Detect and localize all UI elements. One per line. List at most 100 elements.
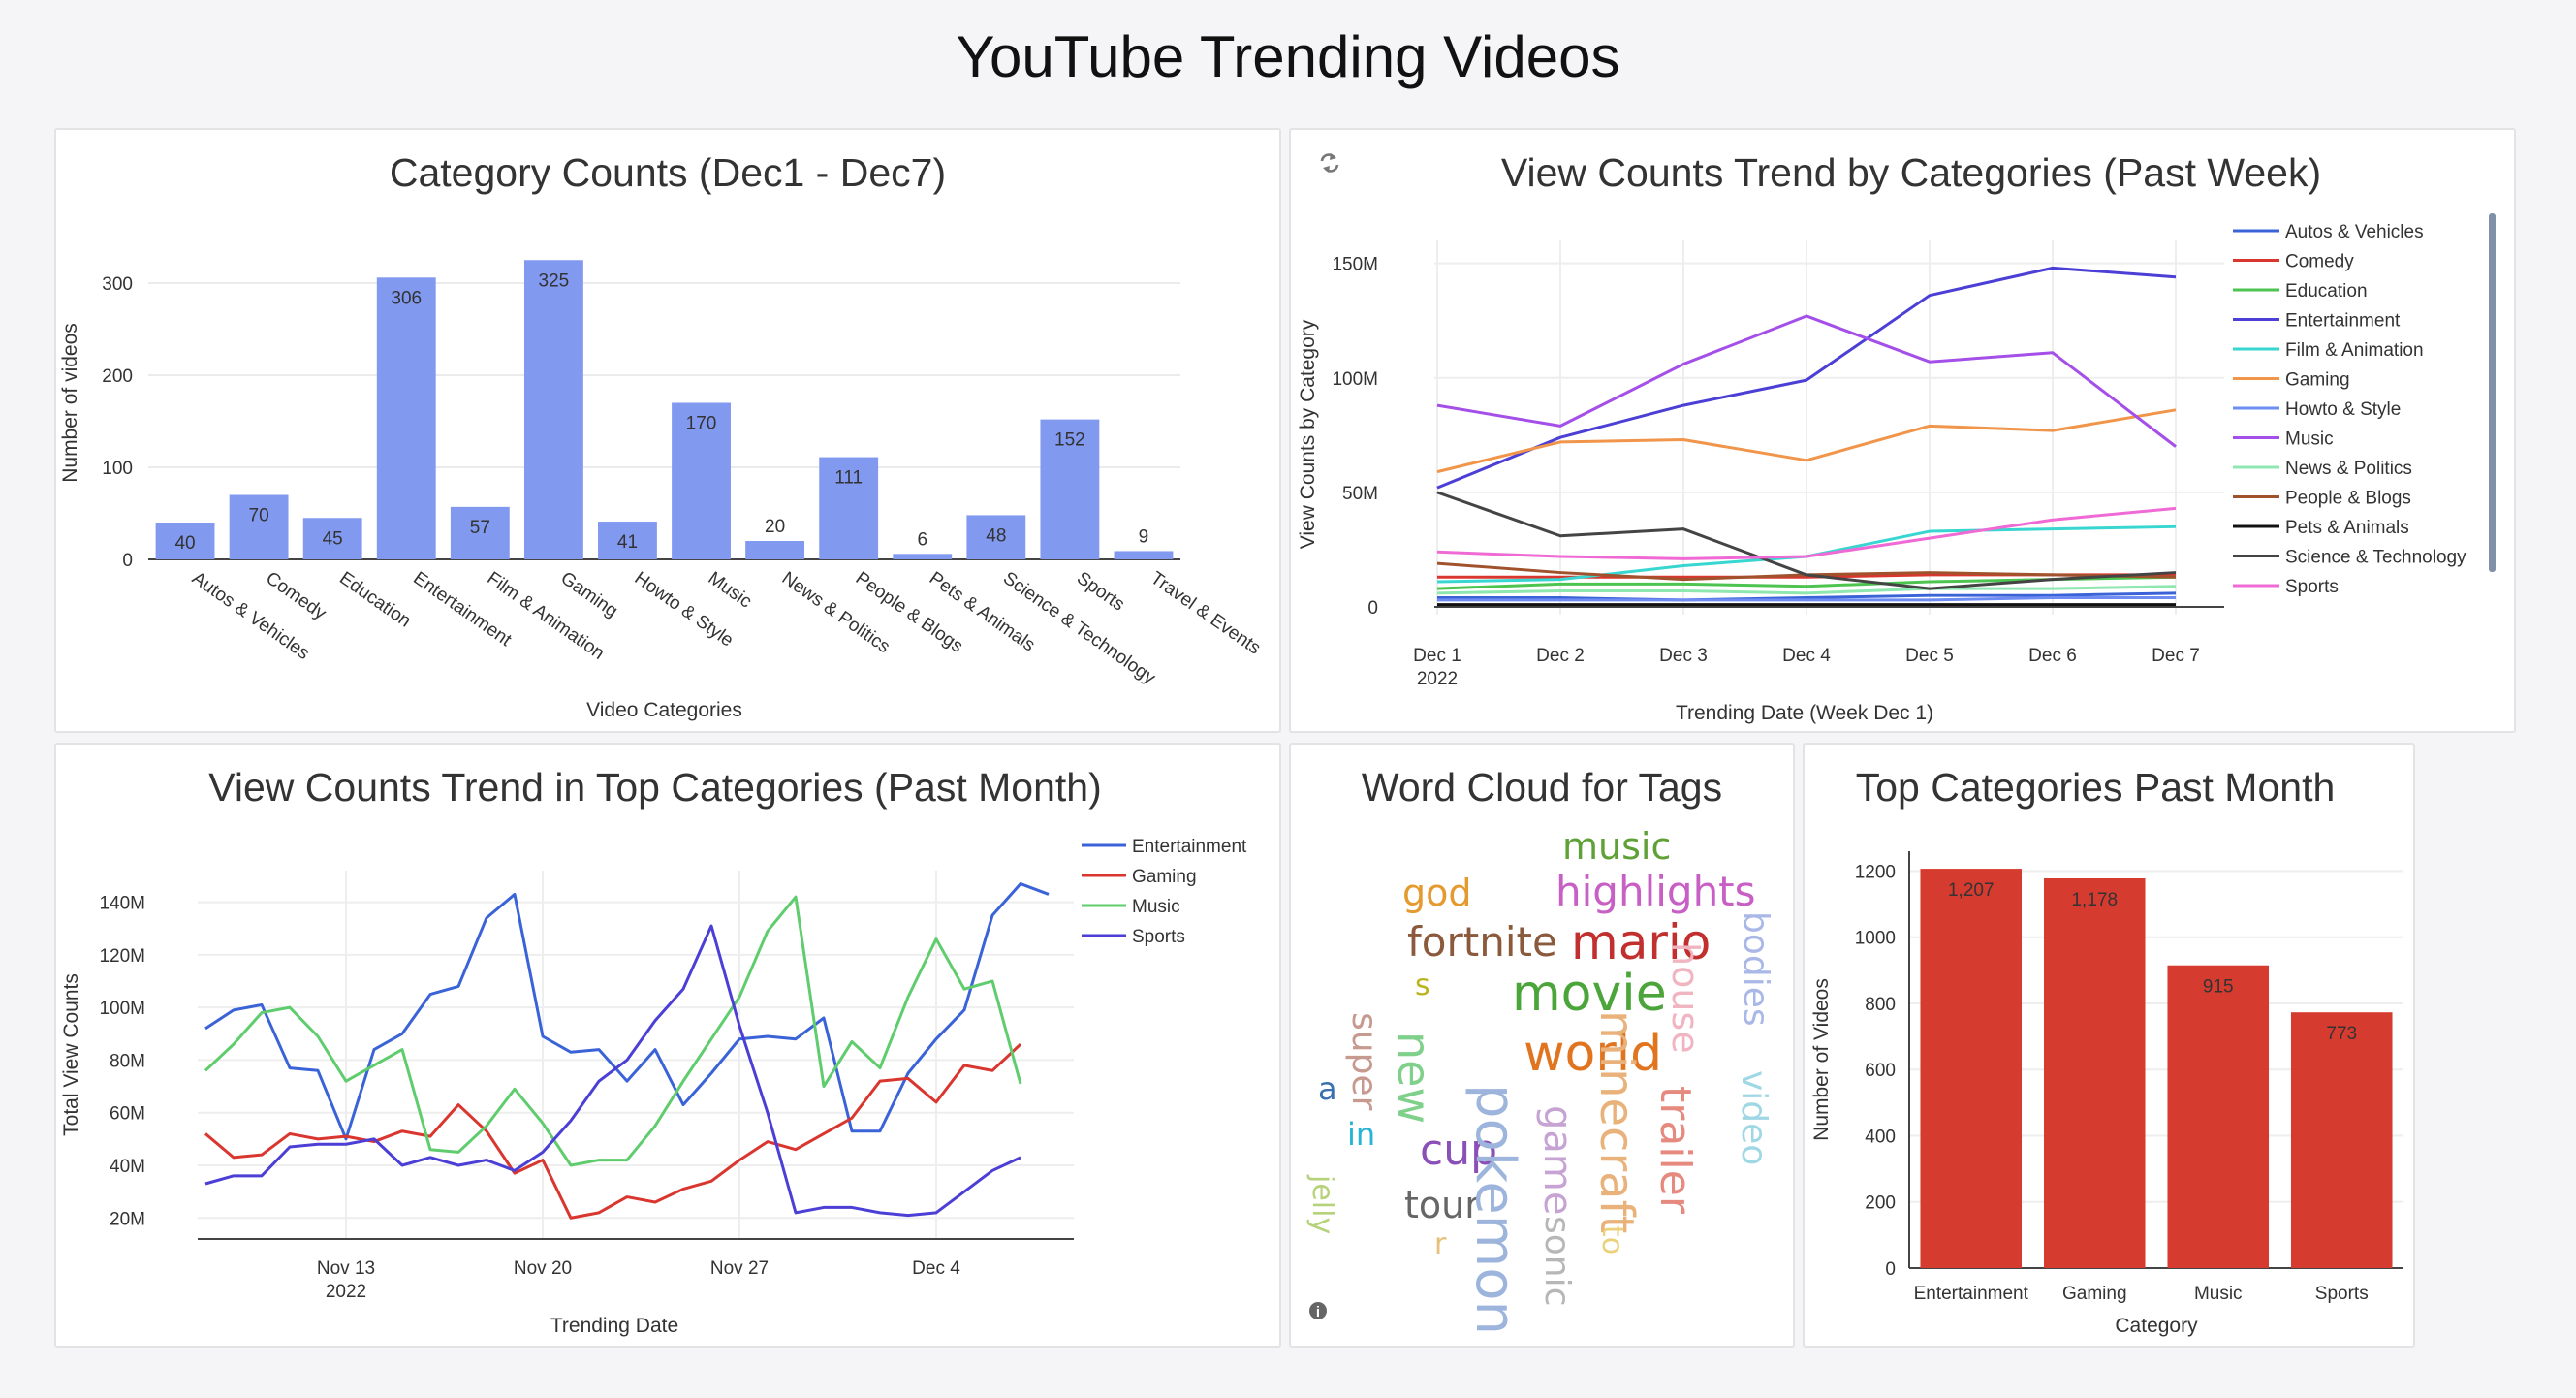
series-line [204,924,1021,1218]
legend-label: Comedy [2285,252,2354,272]
x-tick-label: Gaming [557,568,622,621]
legend-label: Gaming [1132,867,1197,887]
x-tick-label: Dec 2 [1536,646,1585,666]
chart-title: View Counts Trend in Top Categories (Pas… [208,765,1101,810]
x-tick-label: Sports [1073,568,1128,616]
chart-title: View Counts Trend by Categories (Past We… [1501,150,2321,195]
x-tick-label: Dec 3 [1659,646,1708,666]
word-cloud-word: movie [1512,965,1667,1023]
bar-value-label: 111 [834,468,863,489]
x-tick-label: Dec 7 [2152,646,2200,666]
y-tick-label: 300 [102,274,133,295]
word-cloud-panel: Word Cloud for Tags music god highlights for… [1289,743,1795,1348]
x-axis-title: Trending Date (Week Dec 1) [1676,702,1933,724]
word-cloud-word: fortnite [1407,918,1557,966]
legend-label: Autos & Vehicles [2285,222,2424,242]
bar [2043,877,2146,1268]
y-axis-title: Number of videos [59,323,81,483]
series-line [1436,408,2177,474]
info-icon-circle [1309,1302,1327,1319]
info-icon: i [1309,1302,1327,1320]
monthly-views-trend-panel: View Counts Trend in Top Categories (Pas… [54,743,1281,1348]
bar [893,554,953,559]
y-tick-label: 120M [99,946,145,967]
bar [598,522,657,559]
y-tick-label: 0 [122,551,133,571]
bar [672,402,731,559]
legend-scrollbar [2489,213,2496,572]
x-tick-label: Music [2194,1284,2243,1304]
word-cloud-word: god [1402,872,1472,914]
refresh-icon-arrow [1323,166,1330,173]
legend-label: Howto & Style [2285,399,2401,420]
bar [2167,965,2270,1268]
x-tick-label: Education [335,568,414,632]
chart-title: Word Cloud for Tags [1362,765,1722,810]
word-cloud-word: video [1734,1070,1774,1165]
word-cloud-word: new [1388,1032,1440,1124]
y-axis-title: Total View Counts [60,973,82,1136]
x-tick-label: Dec 1 [1413,646,1461,666]
bar-value-label: 1,178 [2071,890,2118,910]
word-cloud-word: mario [1571,914,1711,970]
x-tick-label: Dec 6 [2028,646,2077,666]
x-tick-label: Nov 20 [514,1258,572,1279]
refresh-icon-arrow [1330,153,1336,160]
bar-value-label: 40 [174,533,195,554]
bar [155,523,215,559]
x-tick-label: Sports [2315,1284,2369,1304]
y-tick-label: 1200 [1855,862,1896,882]
bar-value-label: 325 [539,270,570,291]
p2-svg: View Counts Trend by Categories (Past We… [1297,150,2496,724]
legend-label: Science & Technology [2285,548,2466,568]
legend-label: Sports [1132,927,1185,947]
x-tick-label: Dec 4 [1782,646,1831,666]
x-axis-title: Video Categories [586,699,742,721]
word-cloud-word: minecraft [1589,1010,1644,1233]
word-cloud-word: super [1344,1012,1384,1111]
y-tick-label: 0 [1885,1259,1896,1280]
x-tick-label: Nov 13 [317,1258,375,1279]
word-cloud-word: house [1664,942,1707,1054]
legend-label: Music [2285,429,2334,450]
word-cloud-word: trailer [1650,1086,1700,1215]
series-line [1436,585,2177,595]
word-cloud-word: highlights [1555,868,1756,915]
y-tick-label: 1000 [1855,929,1896,949]
category-counts-panel: Category Counts (Dec1 - Dec7) 0 100 200 300 4… [54,128,1281,733]
word-cloud-word: music [1562,825,1671,868]
bar [523,260,583,559]
y-tick-label: 400 [1865,1127,1896,1147]
series-line [1436,266,2177,490]
y-axis-title: View Counts by Category [1297,319,1319,549]
legend-label: Music [1132,897,1180,917]
word-cloud-word: sonic [1537,1216,1577,1306]
word-cloud-word: world [1524,1025,1662,1083]
word-cloud-word: in [1347,1116,1375,1153]
y-tick-label: 140M [99,894,145,914]
bar-value-label: 1,207 [1948,880,1995,901]
y-tick-label: 20M [110,1209,145,1229]
legend-label: People & Blogs [2285,489,2411,509]
y-tick-label: 600 [1865,1061,1896,1081]
chart-title: Top Categories Past Month [1856,765,2336,810]
bar-value-label: 70 [249,506,269,526]
word-cloud-word: r [1434,1227,1447,1261]
y-tick-label: 40M [110,1157,145,1177]
series-line [1437,596,2176,602]
y-tick-label: 100 [102,459,133,479]
p5-svg: Top Categories Past Month 0 200 400 600 800 10… [1810,765,2403,1337]
legend-label: Film & Animation [2285,340,2424,361]
y-tick-label: 100M [1332,369,1378,390]
y-tick-label: 100M [99,999,145,1019]
word-cloud-word: to [1595,1225,1629,1255]
y-tick-label: 200 [102,366,133,387]
word-cloud-word: pokemon [1463,1084,1526,1335]
bar-value-label: 915 [2203,977,2234,998]
y-tick-label: 50M [1342,484,1378,504]
series-line [204,882,1050,1141]
word-cloud-word: s [1415,969,1430,1002]
bar [302,518,362,559]
series-line [1436,314,2177,448]
bar-value-label: 57 [470,518,490,538]
